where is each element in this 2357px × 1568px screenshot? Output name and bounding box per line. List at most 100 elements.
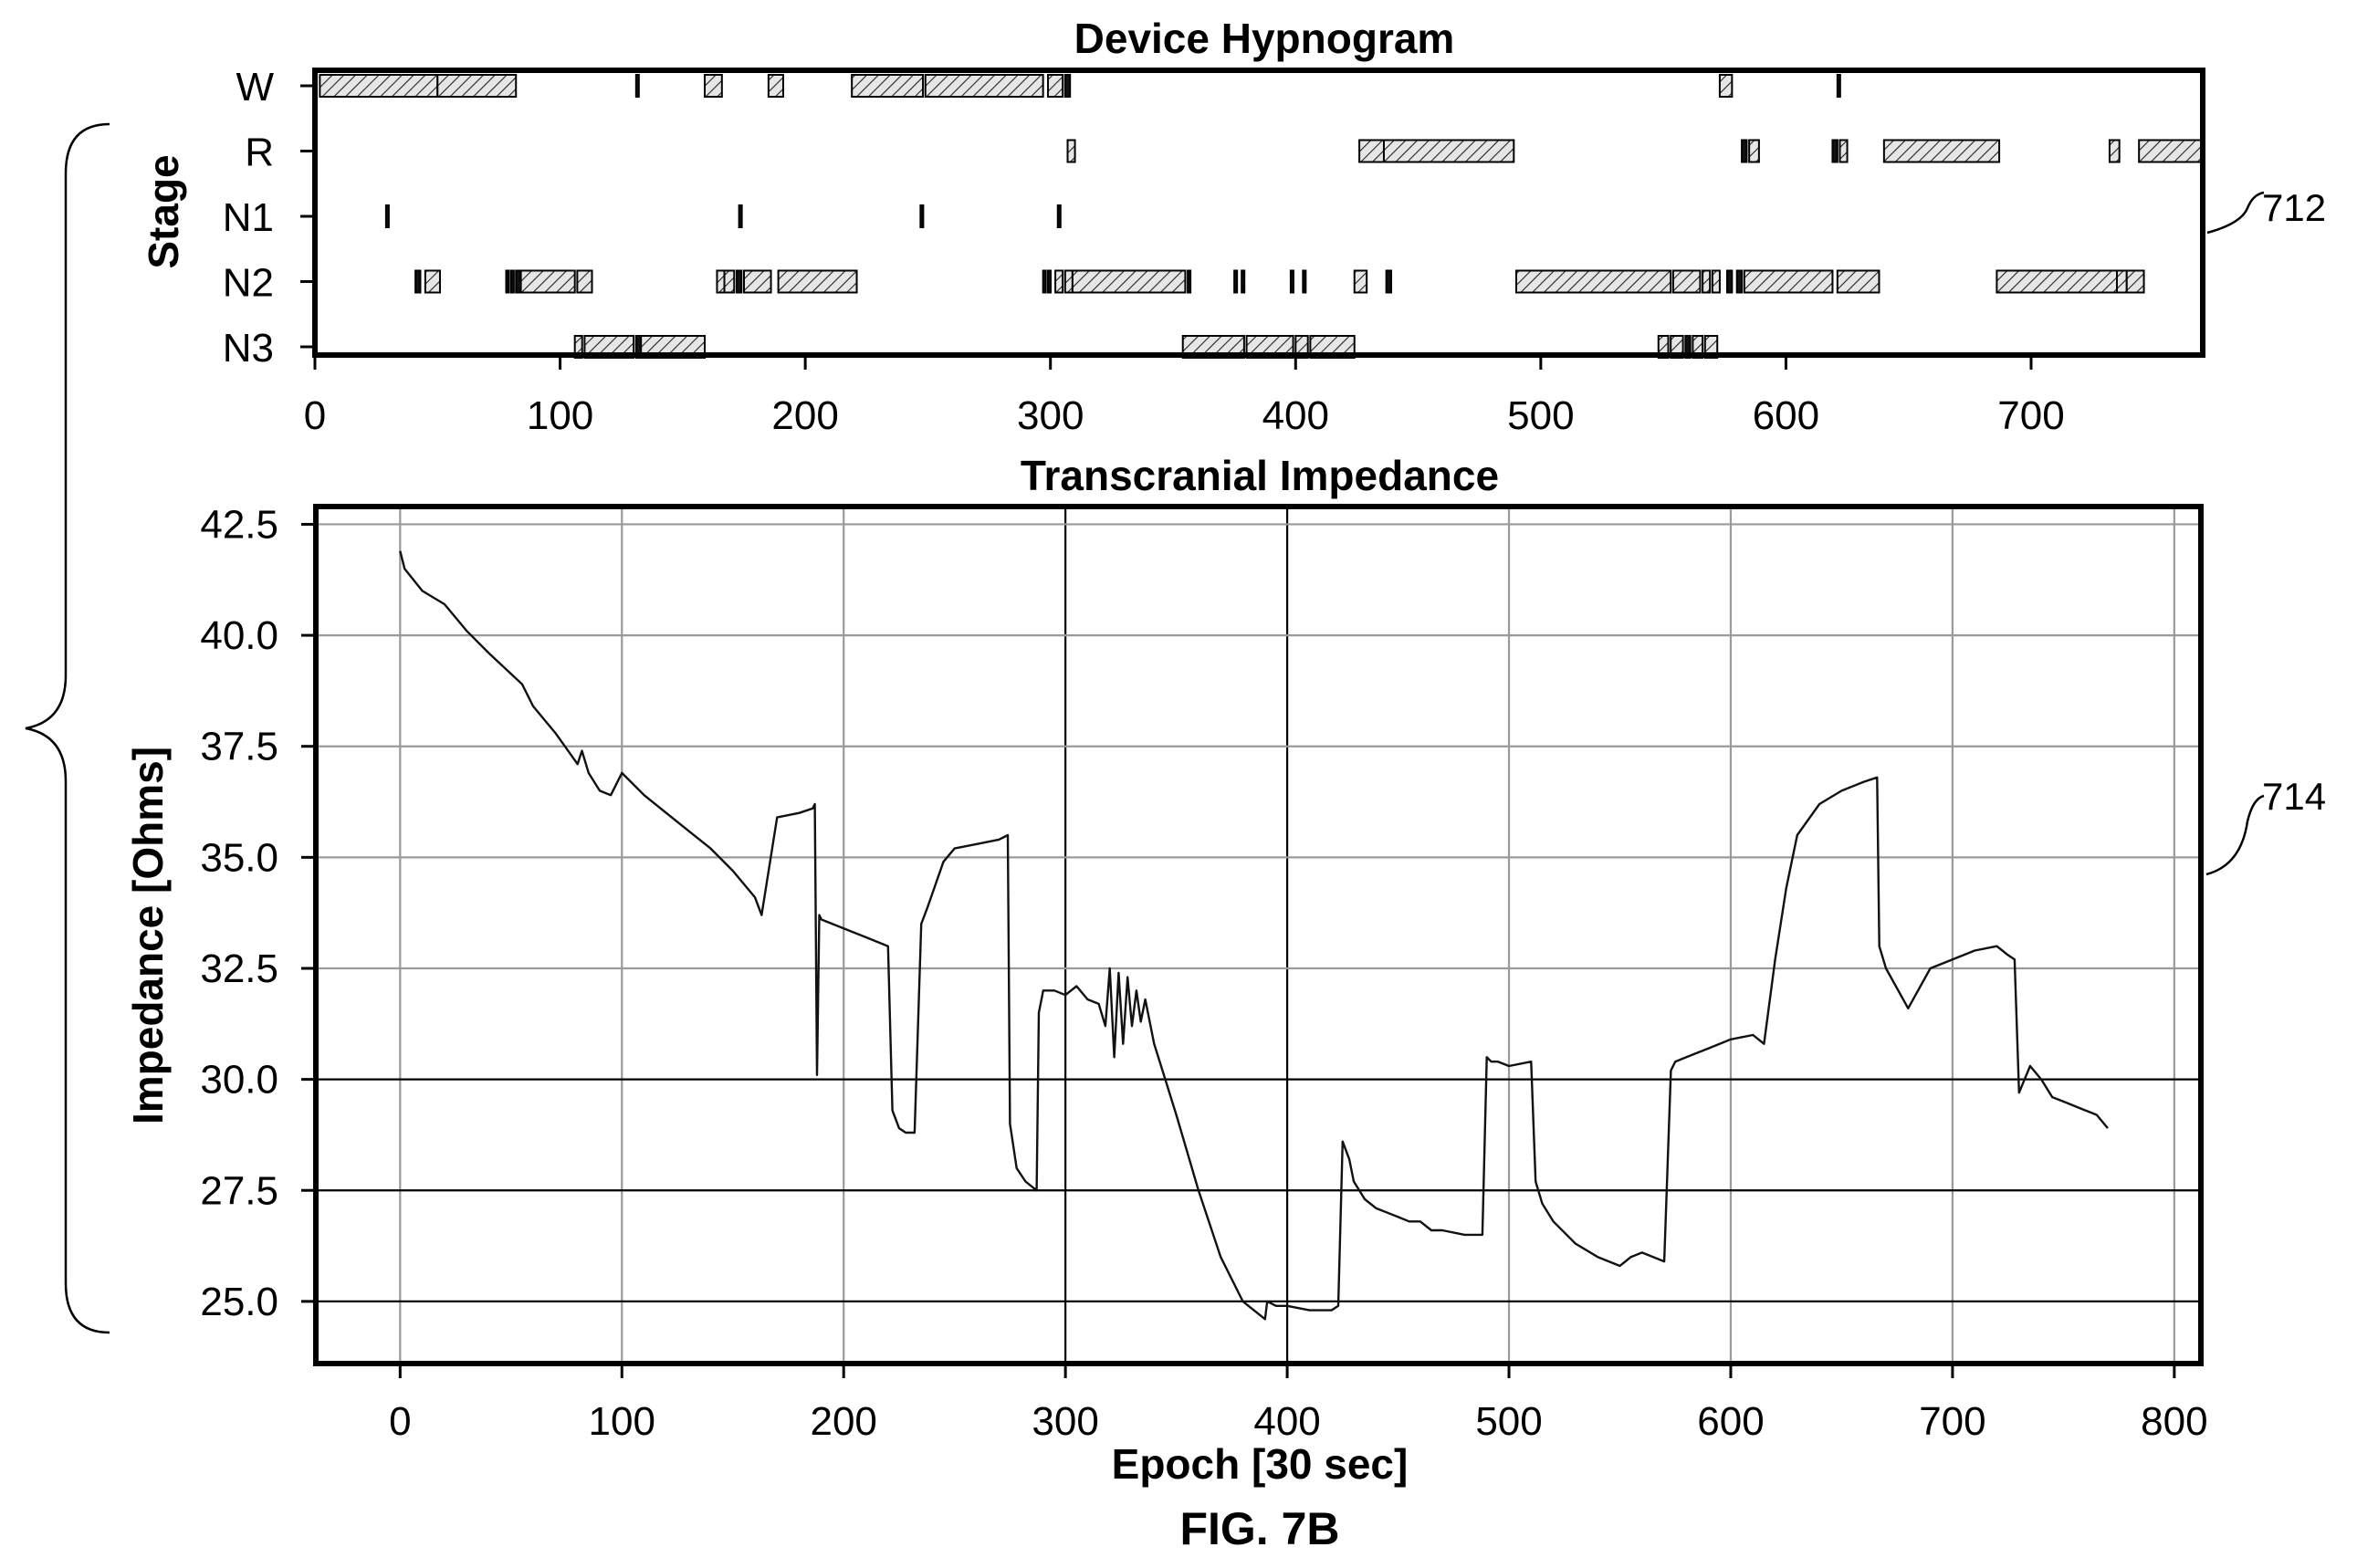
stage-interval-n2 [1071, 269, 1187, 294]
hypnogram-x-tick-label: 300 [1017, 393, 1084, 438]
x-tick-label: 600 [1697, 1399, 1764, 1444]
hypnogram-x-tick-label: 400 [1262, 393, 1329, 438]
stage-interval-n2 [1054, 269, 1064, 294]
stage-label-n2: N2 [223, 261, 274, 306]
stage-interval-n2 [1187, 269, 1192, 294]
stage-interval-r [1382, 139, 1515, 163]
y-tick-label: 37.5 [200, 725, 278, 769]
stage-interval-w [767, 74, 784, 98]
x-tick-label: 400 [1253, 1399, 1320, 1444]
stage-interval-w [1047, 74, 1064, 98]
stage-interval-r [2108, 139, 2121, 163]
x-tick-label: 0 [389, 1399, 411, 1444]
y-tick-label: 27.5 [200, 1168, 278, 1213]
stage-interval-n2 [424, 269, 441, 294]
hypnogram-frame [312, 68, 2205, 358]
stage-interval-n2 [1289, 269, 1294, 294]
stage-interval-n2 [743, 269, 772, 294]
x-tick-label: 200 [810, 1399, 876, 1444]
x-tick-label: 300 [1032, 1399, 1098, 1444]
stage-interval-n2 [1302, 269, 1307, 294]
hypnogram-chart: Device Hypnogram Stage WR N1 N2 N3 0 100 200 3… [140, 15, 2205, 438]
stage-interval-n2 [1385, 269, 1393, 294]
impedance-chart: Transcranial Impedance 25.0 27.5 30.0 32.5 3… [124, 452, 2208, 1488]
stage-interval-n2 [2116, 269, 2128, 294]
stage-interval-n2 [723, 269, 736, 294]
stage-label-n3: N3 [223, 326, 274, 371]
stage-interval-n2 [414, 269, 422, 294]
hypnogram-x-tick-label: 100 [527, 393, 593, 438]
stage-interval-r [1882, 139, 2001, 163]
x-tick-label: 500 [1475, 1399, 1542, 1444]
hypnogram-x-tick-label: 600 [1753, 393, 1819, 438]
stage-interval-n2 [576, 269, 593, 294]
hypnogram-title: Device Hypnogram [1074, 15, 1455, 62]
hypnogram-intervals [319, 74, 2204, 359]
stage-interval-n1 [1056, 204, 1062, 228]
stage-label-r: R [245, 131, 274, 175]
stage-interval-n2 [505, 269, 510, 294]
stage-interval-n2 [1241, 269, 1246, 294]
stage-interval-r [2138, 139, 2204, 163]
stage-interval-r [1831, 139, 1838, 163]
stage-interval-w [924, 74, 1044, 98]
impedance-x-axis-label: Epoch [30 sec] [1112, 1440, 1409, 1488]
stage-interval-n2 [509, 269, 515, 294]
hypnogram-y-axis-label: Stage [140, 154, 187, 268]
stage-interval-n2 [1725, 269, 1734, 294]
stage-interval-n2 [1233, 269, 1239, 294]
stage-interval-n2 [1735, 269, 1744, 294]
stage-interval-n2 [1743, 269, 1834, 294]
stage-label-w: W [236, 65, 274, 110]
stage-interval-r [1838, 139, 1849, 163]
hypnogram-x-tick-label: 700 [1997, 393, 2064, 438]
ref-label-714: 714 [2262, 775, 2326, 818]
stage-interval-n2 [735, 269, 743, 294]
impedance-y-axis-label: Impedance [Ohms] [124, 747, 172, 1124]
stage-interval-w [319, 74, 439, 98]
stage-interval-n1 [919, 204, 925, 228]
impedance-series-line [399, 550, 2109, 1321]
stage-interval-n2 [777, 269, 858, 294]
impedance-title: Transcranial Impedance [1021, 452, 1499, 499]
y-tick-label: 30.0 [200, 1058, 278, 1103]
stage-interval-n1 [738, 204, 743, 228]
hypnogram-x-tick-label: 200 [771, 393, 838, 438]
x-tick-label: 100 [589, 1399, 655, 1444]
ref-714-leader [2205, 794, 2265, 876]
stage-interval-n1 [384, 204, 390, 228]
y-tick-label: 32.5 [200, 946, 278, 991]
stage-interval-w [851, 74, 925, 98]
stage-interval-n2 [519, 269, 576, 294]
stage-interval-n2 [1836, 269, 1880, 294]
hypnogram-x-tick-label: 500 [1507, 393, 1574, 438]
stage-label-n1: N1 [223, 195, 274, 240]
stage-interval-w [1836, 74, 1841, 98]
impedance-x-ticks: 0 100 200 300 400 500 600 700 800 [389, 1364, 2208, 1444]
stage-interval-n2 [1063, 269, 1074, 294]
x-tick-label: 700 [1919, 1399, 1985, 1444]
impedance-grid [316, 507, 2201, 1364]
stage-interval-r [1066, 139, 1076, 163]
stage-interval-w [634, 74, 640, 98]
stage-interval-n2 [1711, 269, 1721, 294]
hypnogram-x-tick-label: 0 [304, 393, 326, 438]
stage-interval-n2 [1996, 269, 2118, 294]
group-brace [25, 122, 110, 1334]
stage-interval-n2 [716, 269, 726, 294]
stage-interval-r [1748, 139, 1760, 163]
x-tick-label: 800 [2141, 1399, 2207, 1444]
stage-interval-w [1063, 74, 1072, 98]
stage-interval-w [436, 74, 518, 98]
stage-interval-n2 [1042, 269, 1047, 294]
stage-interval-n2 [1515, 269, 1672, 294]
impedance-frame [313, 504, 2204, 1366]
stage-interval-r [1741, 139, 1748, 163]
hypnogram-x-ticks: 0 100 200 300 400 500 600 700 [304, 355, 2065, 438]
stage-interval-w [1718, 74, 1734, 98]
stage-interval-w [704, 74, 723, 98]
y-tick-label: 35.0 [200, 835, 278, 880]
impedance-y-ticks: 25.0 27.5 30.0 32.5 35.0 37.5 40.0 42.5 [200, 502, 316, 1324]
hypnogram-stage-labels: WR N1 N2 N3 [223, 65, 315, 371]
